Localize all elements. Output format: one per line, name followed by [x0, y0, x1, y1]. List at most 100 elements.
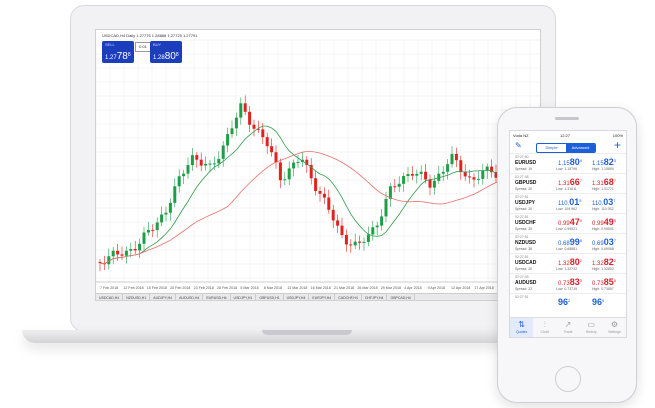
bottom-nav: ⇅ Quotes ⫶ Chart ↗ Trade ▭ History ⚙ Settings: [510, 317, 626, 337]
candle: [243, 103, 247, 112]
candle: [305, 159, 309, 165]
candle: [393, 186, 397, 188]
candle: [221, 145, 225, 159]
candle: [296, 161, 300, 163]
candle: [402, 176, 406, 184]
candle: [124, 250, 128, 256]
candle: [116, 250, 120, 255]
candle: [292, 162, 296, 169]
candle: [366, 234, 370, 242]
quote-row[interactable]: 02:27:51 962 965: [510, 293, 626, 313]
quote-low: Low: 0.68881: [556, 247, 578, 251]
ask-price: 0.69037: [592, 237, 616, 247]
candle: [270, 146, 274, 153]
quote-spread: Spread: 22: [515, 287, 533, 291]
view-mode-toggle[interactable]: Simple Advanced: [536, 143, 596, 153]
candle: [120, 254, 124, 256]
quote-row[interactable]: 02:27:50 EURUSD Spread: 19 1.15804 1.15823 Lo…: [510, 153, 626, 173]
chart-window[interactable]: 7 Feb 2018 12 Feb 2018 15 Feb 2018 20 Feb 2…: [95, 29, 541, 301]
tab-advanced[interactable]: Advanced: [566, 144, 595, 152]
nav-trade[interactable]: ↗ Trade: [556, 318, 579, 337]
x-axis-label: 29 Mar 2018: [381, 286, 401, 290]
quote-low: Low: 1.31611: [556, 187, 577, 191]
quote-time: 02:27:49: [515, 275, 529, 279]
nav-settings[interactable]: ⚙ Settings: [603, 318, 626, 337]
tab-simple[interactable]: Simple: [545, 145, 558, 150]
candle: [318, 190, 322, 194]
x-axis-label: 7 Feb 2018: [100, 286, 118, 290]
quote-spread: Spread: 20: [515, 207, 533, 211]
x-axis-label: 13 Mar 2018: [287, 286, 307, 290]
nav-history[interactable]: ▭ History: [580, 318, 603, 337]
ask-price: 1.15823: [592, 157, 616, 167]
moving-average-line: [99, 125, 540, 265]
quote-time: 02:27:51: [515, 215, 529, 219]
candle: [199, 159, 203, 166]
symbol-tab[interactable]: GBPCAD,H4: [387, 294, 415, 300]
quote-row[interactable]: 02:27:51 USDCHF Spread: 29 0.99470 0.99495 Lo…: [510, 213, 626, 233]
quote-row[interactable]: 02:27:51 NZDUSD Spread: 38 0.68999 0.69037 Lo…: [510, 233, 626, 253]
candle: [204, 163, 208, 166]
quote-low: Low: 0.73715: [556, 287, 578, 291]
candle: [327, 197, 331, 210]
candle: [248, 111, 252, 125]
candle: [287, 168, 291, 180]
symbol-tab[interactable]: AUDJPY,H4: [150, 294, 177, 300]
quote-row[interactable]: 02:27:51 USDCAD Spread: 20 1.32802 1.32822 Lo…: [510, 253, 626, 273]
candle: [397, 183, 401, 187]
quote-row[interactable]: 02:27:48 GBPUSD Spread: 20 1.31667 1.31687 Lo…: [510, 173, 626, 193]
bid-price: 0.99470: [558, 217, 582, 227]
candle: [419, 171, 423, 174]
candle: [384, 198, 388, 217]
candle: [463, 172, 467, 177]
candle: [344, 235, 348, 245]
quote-symbol: USDCAD: [515, 260, 537, 266]
symbol-tab[interactable]: EURUSD,H4: [203, 294, 231, 300]
symbol-tab[interactable]: USDJPY,H4: [284, 294, 310, 300]
candle: [234, 117, 238, 129]
status-bar: Voda NZ 12:27 100%: [510, 131, 626, 139]
symbol-tab[interactable]: CADCHF,H4: [335, 294, 362, 300]
candle: [186, 165, 190, 174]
symbol-tab[interactable]: USDJPY,H1: [231, 294, 257, 300]
candle: [177, 176, 181, 187]
symbol-tab[interactable]: CHFJPY,H4: [362, 294, 388, 300]
bid-price: 110.015: [558, 197, 582, 207]
sell-price: 1.27788: [105, 51, 131, 62]
sell-button[interactable]: SELL 1.27788: [102, 41, 134, 63]
lot-size-input[interactable]: 0.01: [135, 42, 151, 52]
history-icon: ▭: [587, 320, 595, 329]
edit-icon[interactable]: ✎: [515, 141, 522, 150]
add-icon[interactable]: +: [613, 138, 621, 152]
candle: [129, 248, 133, 251]
buy-button[interactable]: BUY 1.28808: [150, 41, 182, 63]
ask-price: 0.99495: [592, 217, 616, 227]
quote-row[interactable]: 02:27:51 USDJPY Spread: 20 110.015 110.037 Lo…: [510, 193, 626, 213]
symbol-tab[interactable]: USDCAD,H4: [96, 294, 124, 300]
candle: [239, 103, 243, 118]
ask-price: 1.31687: [592, 177, 616, 187]
candle: [410, 174, 414, 176]
chart-title: USDCAD,H4 Daily 1.27776 1.28888 1.27725 …: [102, 33, 198, 38]
ask-price: 1.32822: [592, 257, 616, 267]
candlestick-chart[interactable]: 7 Feb 2018 12 Feb 2018 15 Feb 2018 20 Feb 2…: [96, 30, 541, 301]
bid-price: 0.73833: [558, 277, 582, 287]
x-axis-label: 20 Feb 2018: [170, 286, 190, 290]
quote-high: High: 110.052: [592, 207, 614, 211]
nav-quotes[interactable]: ⇅ Quotes: [510, 318, 534, 337]
symbol-tab[interactable]: AUDUSD,H4: [176, 294, 204, 300]
quote-row[interactable]: 02:27:49 AUDUSD Spread: 22 0.73833 0.73855 Lo…: [510, 273, 626, 293]
symbol-tab[interactable]: GBPUSD,H1: [256, 294, 284, 300]
nav-chart[interactable]: ⫶ Chart: [533, 318, 556, 337]
home-button[interactable]: [555, 366, 581, 392]
candle: [349, 244, 353, 246]
candle: [274, 152, 278, 163]
candle: [155, 222, 159, 231]
quote-high: High: 1.31771: [592, 187, 614, 191]
laptop-notch: [262, 330, 352, 335]
symbol-tab[interactable]: NZDUSD,H1: [123, 294, 151, 300]
symbol-tab[interactable]: EURJPY,H4: [309, 294, 336, 300]
phone-speaker: [555, 117, 579, 120]
x-axis-label: 12 Apr 2018: [451, 286, 470, 290]
quote-time: 02:27:51: [515, 235, 529, 239]
